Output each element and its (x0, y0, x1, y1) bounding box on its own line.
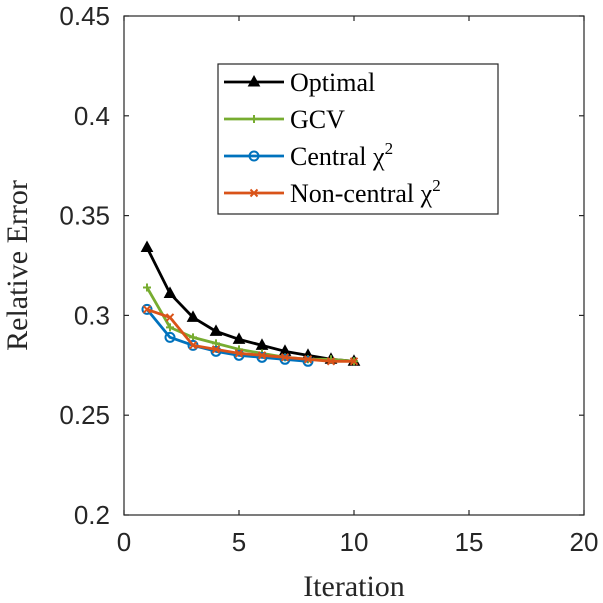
legend-item-non-central-chi2: Non-central χ2 (224, 176, 441, 208)
data-point-central-chi2 (279, 353, 291, 365)
series-non-central-chi2 (142, 305, 359, 366)
legend-label: Central χ2 (290, 139, 393, 171)
legend-item-central-chi2: Central χ2 (224, 139, 393, 171)
x-tick-label: 0 (117, 527, 131, 557)
legend: Optimal GCV Central χ2 Non-central χ2 (217, 63, 499, 215)
data-point-non-central-chi2 (303, 355, 313, 364)
data-point-optimal (209, 324, 223, 336)
legend-box (217, 63, 499, 215)
x-tick-label: 20 (570, 527, 599, 557)
series-line-non-central-chi2 (146, 308, 354, 363)
data-point-gcv (143, 283, 151, 292)
y-axis-label: Relative Error (1, 180, 34, 351)
legend-label: GCV (290, 105, 345, 134)
x-tick-label: 5 (232, 527, 246, 557)
data-point-optimal (163, 286, 177, 298)
x-tick-label: 10 (340, 527, 369, 557)
data-point-non-central-chi2 (211, 345, 221, 354)
legend-item-optimal: Optimal (224, 68, 375, 97)
data-point-non-central-chi2 (142, 305, 152, 314)
legend-item-gcv: GCV (224, 105, 345, 134)
data-point-central-chi2 (233, 349, 245, 361)
data-point-non-central-chi2 (349, 357, 359, 366)
y-tick-label: 0.25 (59, 400, 110, 430)
data-point-non-central-chi2 (188, 341, 198, 350)
data-point-central-chi2 (141, 303, 153, 315)
y-tick-label: 0.45 (59, 1, 110, 31)
x-axis-ticks: 0 5 10 15 20 (117, 16, 599, 557)
series-line-optimal (145, 246, 355, 363)
series-optimal (140, 240, 361, 366)
x-axis-label: Iteration (303, 570, 405, 603)
legend-marker (248, 150, 260, 162)
series-line-gcv (145, 286, 355, 363)
data-point-non-central-chi2 (280, 353, 290, 362)
plot-lines (140, 240, 361, 367)
legend-marker (249, 188, 259, 198)
data-point-non-central-chi2 (234, 349, 244, 358)
data-point-optimal (186, 310, 200, 322)
y-tick-label: 0.4 (74, 101, 110, 131)
legend-marker (247, 74, 261, 87)
data-point-optimal (232, 332, 246, 344)
data-point-non-central-chi2 (257, 351, 267, 360)
y-tick-label: 0.35 (59, 201, 110, 231)
legend-label: Non-central χ2 (290, 176, 441, 208)
data-point-central-chi2 (256, 351, 268, 363)
legend-label: Optimal (290, 68, 375, 97)
y-tick-label: 0.2 (74, 500, 110, 530)
data-point-central-chi2 (302, 355, 314, 367)
data-point-optimal (140, 240, 154, 253)
data-point-non-central-chi2 (326, 357, 336, 366)
y-tick-label: 0.3 (74, 300, 110, 330)
data-point-gcv (166, 323, 174, 332)
x-tick-label: 15 (455, 527, 484, 557)
legend-marker (250, 115, 258, 123)
data-point-non-central-chi2 (165, 313, 175, 322)
y-axis-ticks: 0.2 0.25 0.3 0.35 0.4 0.45 (59, 1, 584, 530)
data-point-central-chi2 (164, 331, 176, 343)
